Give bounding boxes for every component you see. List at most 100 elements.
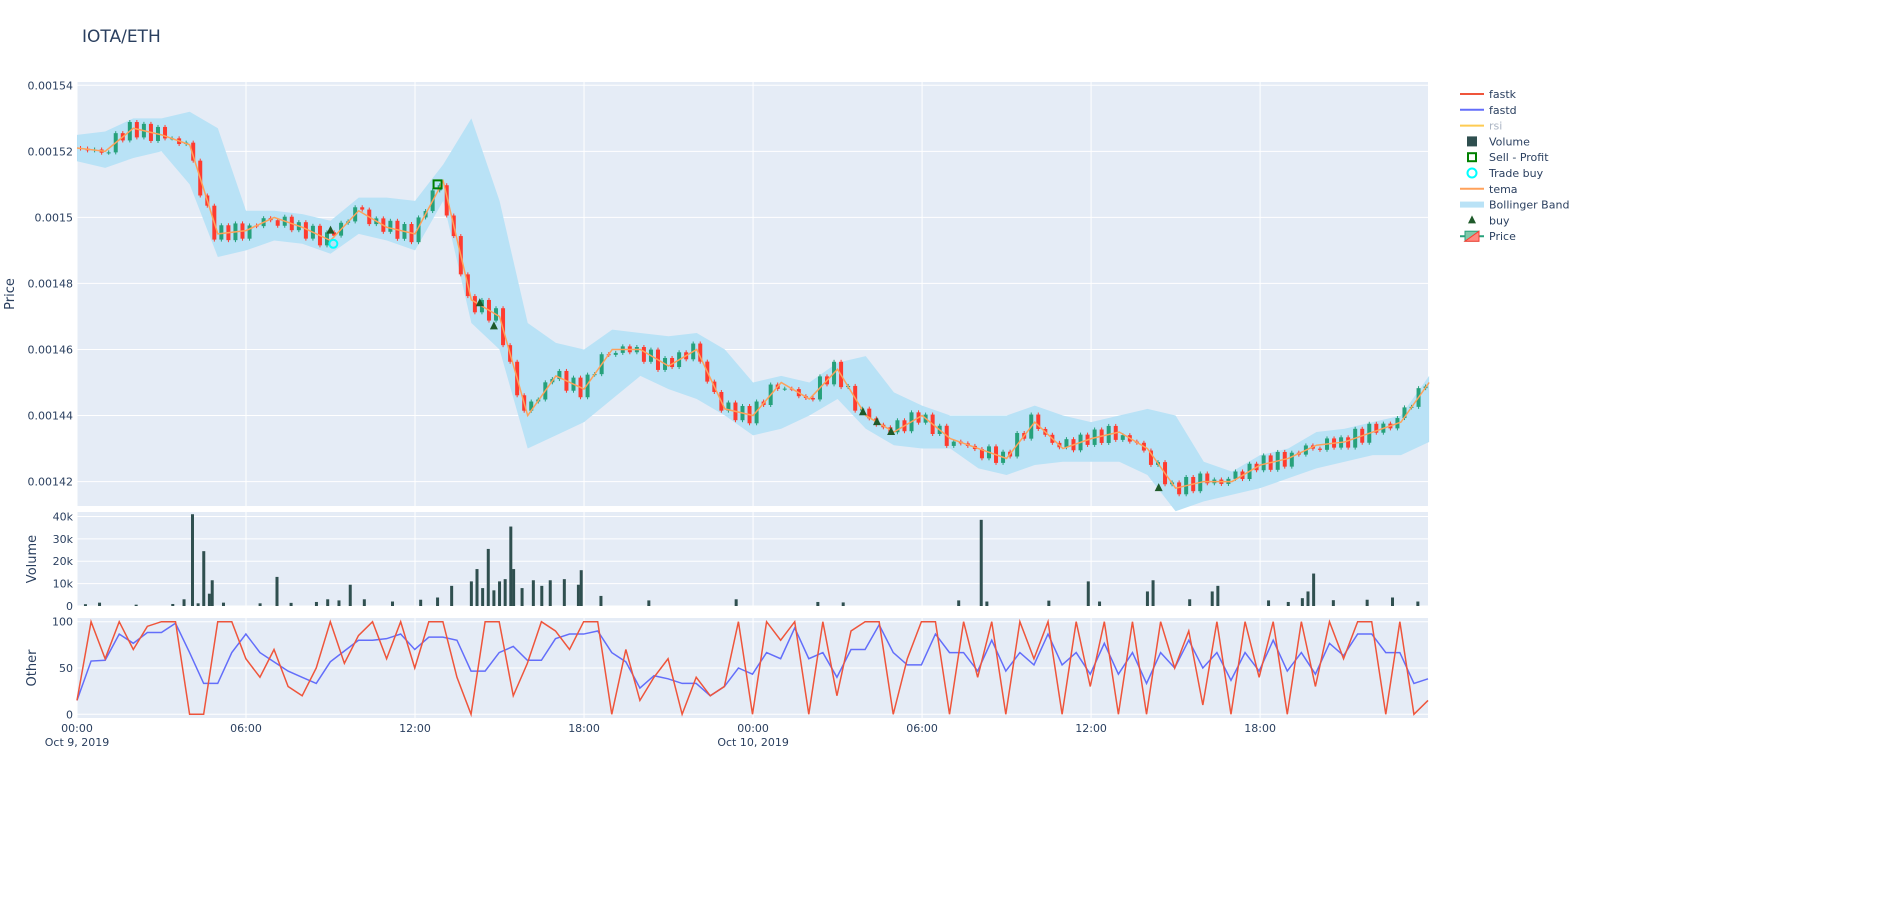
volume-bar [531, 580, 535, 606]
legend-label: buy [1489, 214, 1510, 227]
volume-bar [985, 601, 989, 606]
volume-bar [390, 601, 394, 606]
volume-bar [1098, 601, 1102, 606]
volume-bar [1312, 573, 1316, 606]
candle-body [472, 296, 477, 313]
legend-label: Volume [1489, 135, 1530, 148]
volume-bar [419, 599, 423, 606]
legend-item-fastd[interactable]: fastd [1460, 104, 1517, 117]
candle-body [1036, 414, 1041, 429]
volume-bar [512, 569, 516, 606]
candle-body [1317, 448, 1322, 450]
legend-item-trade-buy[interactable]: Trade buy [1466, 167, 1544, 180]
candle-body [1233, 471, 1238, 479]
price-y-tick-label: 0.00154 [28, 79, 74, 92]
legend-label: rsi [1489, 120, 1502, 133]
legend-item-sell-profit[interactable]: Sell - Profit [1467, 151, 1549, 164]
volume-bar [1151, 580, 1155, 606]
x-tick-date: Oct 10, 2019 [717, 736, 789, 749]
volume-bar [1286, 601, 1290, 606]
volume-bar [362, 599, 366, 606]
candle-body [1148, 450, 1153, 465]
volume-bar [289, 602, 293, 606]
candle-body [782, 388, 787, 390]
volume-bar [171, 603, 175, 606]
legend-label: Bollinger Band [1489, 199, 1569, 212]
volume-y-tick-label: 10k [53, 578, 74, 591]
legend-label: Trade buy [1488, 167, 1544, 180]
volume-y-tick-label: 0 [66, 600, 73, 613]
bollinger-band [77, 111, 1430, 512]
volume-bar [1300, 598, 1304, 606]
volume-bar [562, 579, 566, 606]
candle-body [1177, 482, 1182, 495]
other-y-tick-label: 100 [52, 616, 73, 629]
candle-body [444, 185, 449, 216]
candle-body [247, 225, 252, 239]
legend-label: fastd [1489, 104, 1517, 117]
price-y-tick-label: 0.0015 [35, 211, 74, 224]
volume-bar [314, 601, 318, 606]
volume-bar [202, 551, 206, 606]
legend-item-tema[interactable]: tema [1460, 183, 1518, 196]
candle-body [585, 374, 590, 398]
x-tick-label: 12:00 [1075, 722, 1107, 735]
legend-item-volume[interactable]: Volume [1467, 135, 1530, 148]
other-axis-title: Other [25, 649, 40, 687]
price-y-tick-label: 0.00148 [28, 277, 74, 290]
volume-bar [548, 580, 552, 606]
legend-item-buy[interactable]: buy [1468, 214, 1510, 227]
legend-item-price[interactable]: Price [1460, 230, 1516, 243]
volume-bar [509, 526, 513, 606]
legend-label: Price [1489, 230, 1516, 243]
legend-square-open-icon [1467, 152, 1477, 163]
volume-bar [492, 590, 496, 606]
volume-bar [734, 599, 738, 606]
volume-plot-area [77, 512, 1428, 606]
volume-bar [190, 514, 194, 606]
volume-y-tick-label: 40k [53, 510, 74, 523]
legend-circle-icon [1466, 167, 1478, 179]
volume-bar [275, 576, 279, 606]
volume-bar [498, 581, 502, 606]
candle-body [1289, 452, 1294, 467]
candle-body [529, 401, 534, 411]
legend-label: fastk [1489, 88, 1517, 101]
legend-item-rsi[interactable]: rsi [1460, 120, 1502, 133]
candle-body [219, 225, 224, 240]
volume-bar [1145, 591, 1149, 606]
volume-y-tick-label: 30k [53, 533, 74, 546]
volume-bar [210, 580, 214, 606]
price-y-tick-label: 0.00144 [28, 410, 74, 423]
candle-body [275, 220, 280, 226]
candle-body [810, 398, 815, 400]
candle-body [416, 217, 421, 243]
candle-body [163, 126, 168, 139]
legend-item-bollinger-band[interactable]: Bollinger Band [1460, 199, 1569, 212]
volume-bar [957, 600, 961, 606]
volume-bar [503, 579, 507, 606]
buy-marker [489, 321, 498, 330]
volume-bar [579, 570, 583, 606]
x-tick-label: 18:00 [1244, 722, 1276, 735]
volume-bar [1267, 600, 1271, 606]
candle-body [641, 347, 646, 362]
fastd-line [76, 622, 1429, 701]
volume-bar [475, 569, 479, 606]
volume-bar [134, 604, 138, 606]
volume-bar [481, 588, 485, 606]
legend-item-fastk[interactable]: fastk [1460, 88, 1517, 101]
buy-marker [858, 407, 867, 416]
buy-marker [873, 417, 882, 426]
candle-body [1261, 455, 1266, 471]
buy-marker [326, 225, 335, 234]
volume-axis-title: Volume [25, 535, 40, 583]
volume-bar [647, 600, 651, 606]
x-tick-label: 00:00 [61, 722, 93, 735]
x-tick-label: 18:00 [568, 722, 600, 735]
tema-line [76, 127, 1430, 490]
volume-bar [436, 597, 440, 606]
volume-bar [1416, 601, 1420, 606]
candle-body [1205, 473, 1210, 484]
